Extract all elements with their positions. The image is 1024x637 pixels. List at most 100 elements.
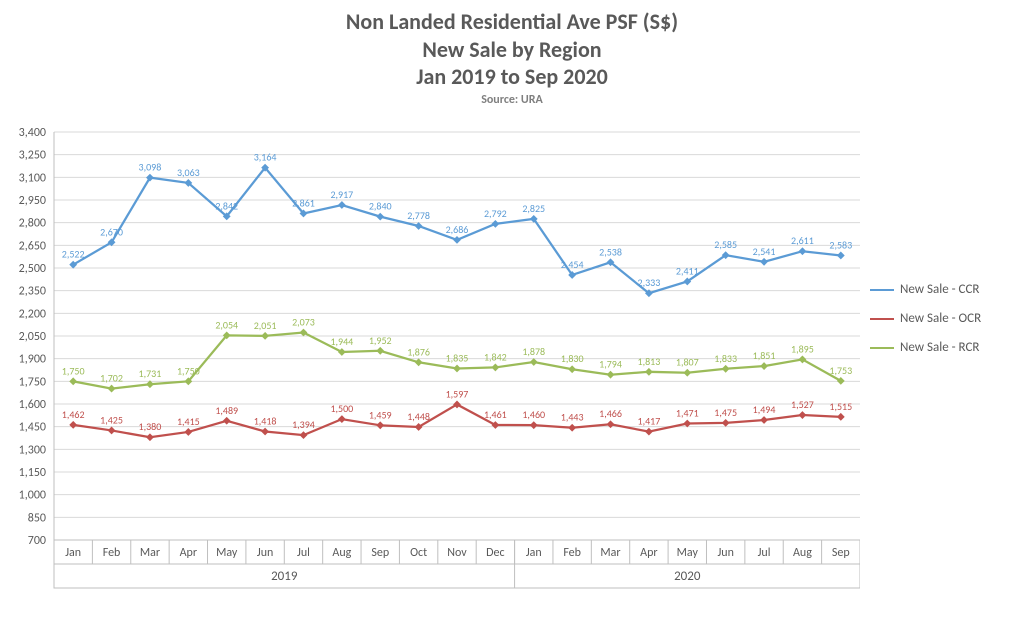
plot-area: 7008501,0001,1501,3001,4501,6001,7501,90… [8,128,814,536]
svg-text:May: May [216,546,238,560]
svg-text:Jul: Jul [297,546,310,560]
svg-text:1,952: 1,952 [369,334,392,347]
svg-text:2,917: 2,917 [330,188,353,201]
svg-text:2,792: 2,792 [484,207,507,220]
svg-text:Jul: Jul [758,546,771,560]
svg-text:1,471: 1,471 [676,406,699,419]
svg-text:Nov: Nov [447,546,467,560]
legend-item: New Sale - CCR [870,282,1020,297]
svg-text:Mar: Mar [140,546,160,560]
svg-text:2,200: 2,200 [19,307,46,321]
svg-text:1,500: 1,500 [330,402,353,415]
svg-text:3,063: 3,063 [177,166,200,179]
svg-text:1,830: 1,830 [561,352,584,365]
svg-text:Mar: Mar [600,546,620,560]
svg-text:1,462: 1,462 [62,408,85,421]
svg-text:1,394: 1,394 [292,418,315,431]
svg-text:Feb: Feb [563,546,581,560]
svg-text:Jan: Jan [526,546,542,560]
svg-text:1,731: 1,731 [139,367,162,380]
svg-text:1,900: 1,900 [19,353,46,367]
svg-text:1,753: 1,753 [829,364,852,377]
svg-text:1,876: 1,876 [407,345,430,358]
svg-text:1,702: 1,702 [100,372,123,385]
svg-text:1,878: 1,878 [522,345,545,358]
legend-swatch [870,318,894,320]
svg-text:Jan: Jan [65,546,81,560]
svg-text:1,459: 1,459 [369,408,392,421]
svg-text:2,411: 2,411 [676,264,699,277]
svg-text:1,527: 1,527 [791,398,814,411]
svg-text:2,861: 2,861 [292,196,315,209]
svg-text:3,100: 3,100 [19,171,46,185]
svg-text:1,300: 1,300 [19,443,46,457]
svg-text:Sep: Sep [832,546,850,560]
svg-text:850: 850 [28,511,46,525]
chart-container: Non Landed Residential Ave PSF (S$) New … [0,0,1024,637]
svg-text:1,944: 1,944 [330,335,353,348]
svg-text:2,073: 2,073 [292,316,315,329]
svg-text:1,489: 1,489 [215,404,238,417]
svg-text:1,415: 1,415 [177,415,200,428]
svg-text:1,842: 1,842 [484,350,507,363]
svg-text:May: May [677,546,699,560]
svg-text:2,670: 2,670 [100,225,123,238]
svg-text:Apr: Apr [180,546,197,560]
svg-text:2,538: 2,538 [599,245,622,258]
svg-text:2,585: 2,585 [714,238,737,251]
svg-text:2,778: 2,778 [407,209,430,222]
svg-text:2,333: 2,333 [638,276,661,289]
svg-text:3,250: 3,250 [19,149,46,163]
svg-text:2,800: 2,800 [19,217,46,231]
svg-text:1,597: 1,597 [446,387,469,400]
svg-text:1,494: 1,494 [753,403,776,416]
svg-text:2,050: 2,050 [19,330,46,344]
legend-label: New Sale - RCR [900,340,979,355]
svg-text:2020: 2020 [674,569,701,584]
svg-text:1,443: 1,443 [561,411,584,424]
legend-item: New Sale - RCR [870,340,1020,355]
legend-item: New Sale - OCR [870,311,1020,326]
svg-text:2,054: 2,054 [215,318,238,331]
svg-text:Aug: Aug [793,546,812,560]
svg-text:2,454: 2,454 [561,258,584,271]
svg-text:Aug: Aug [332,546,351,560]
legend-swatch [870,289,894,291]
legend-label: New Sale - CCR [900,282,979,297]
svg-text:1,750: 1,750 [19,375,46,389]
svg-text:1,150: 1,150 [19,466,46,480]
svg-text:1,807: 1,807 [676,356,699,369]
svg-text:2,350: 2,350 [19,285,46,299]
svg-text:1,515: 1,515 [829,400,852,413]
legend: New Sale - CCR New Sale - OCR New Sale - R… [870,0,1020,637]
svg-text:Sep: Sep [371,546,389,560]
svg-text:1,750: 1,750 [177,364,200,377]
svg-text:1,418: 1,418 [254,415,277,428]
svg-text:700: 700 [28,534,46,548]
svg-text:1,380: 1,380 [139,420,162,433]
svg-text:3,098: 3,098 [139,161,162,174]
svg-text:2,051: 2,051 [254,319,277,332]
svg-text:1,475: 1,475 [714,406,737,419]
svg-text:2019: 2019 [271,569,298,584]
svg-text:1,466: 1,466 [599,407,622,420]
svg-text:2,541: 2,541 [753,245,776,258]
svg-text:2,522: 2,522 [62,248,85,261]
svg-text:3,400: 3,400 [19,128,46,140]
svg-text:2,825: 2,825 [522,202,545,215]
svg-text:1,450: 1,450 [19,421,46,435]
svg-text:Feb: Feb [103,546,121,560]
chart-svg: 700 850 1,000 1,150 1,300 1,450 1,600 1,750 1,90… [8,128,860,592]
legend-swatch [870,347,894,349]
svg-text:2,611: 2,611 [791,234,814,247]
svg-text:Jun: Jun [257,546,273,560]
svg-text:1,000: 1,000 [19,489,46,503]
svg-text:2,583: 2,583 [829,238,852,251]
svg-text:Oct: Oct [410,546,427,560]
svg-text:1,425: 1,425 [100,413,123,426]
svg-text:2,840: 2,840 [369,200,392,213]
svg-text:Apr: Apr [640,546,657,560]
svg-text:1,448: 1,448 [407,410,430,423]
svg-text:1,600: 1,600 [19,398,46,412]
svg-text:1,895: 1,895 [791,342,814,355]
